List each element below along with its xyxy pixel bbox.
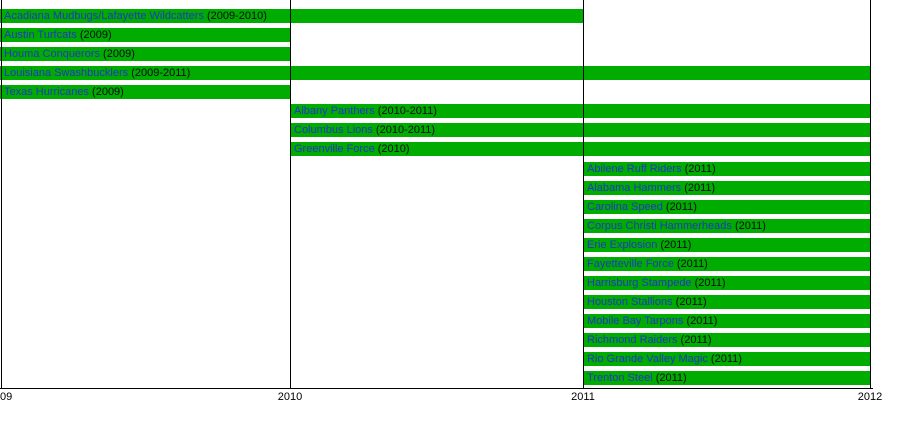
team-name-link[interactable]: Alabama Hammers: [587, 182, 682, 194]
team-name-link[interactable]: Corpus Christi Hammerheads: [587, 220, 732, 232]
team-bar: Rio Grande Valley Magic (2011): [583, 352, 871, 366]
team-name-link[interactable]: Albany Panthers: [294, 105, 375, 117]
team-bar: Trenton Steel (2011): [583, 371, 871, 385]
team-years-label: (2011): [707, 353, 742, 365]
team-bar-label: Rio Grande Valley Magic (2011): [583, 352, 871, 366]
team-bar: Houma Conquerors (2009): [0, 47, 290, 61]
team-bar-label: Acadiana Mudbugs/Lafayette Wildcatters (…: [0, 9, 583, 23]
team-bar: Abilene Ruff Riders (2011): [583, 162, 871, 176]
team-bar-label: Harrisburg Stampede (2011): [583, 276, 871, 290]
year-gridline-2010: [290, 0, 291, 388]
team-years-label: (2010): [374, 143, 410, 155]
team-bar: Texas Hurricanes (2009): [0, 85, 290, 99]
axis-tick-label-2011: 2011: [571, 391, 595, 403]
team-years-label: (2009-2011): [128, 67, 191, 79]
team-bar-label: Columbus Lions (2010-2011): [290, 123, 871, 137]
team-years-label: (2009): [76, 29, 112, 41]
team-name-link[interactable]: Mobile Bay Tarpons: [587, 315, 684, 327]
team-name-link[interactable]: Fayetteville Force: [587, 258, 674, 270]
team-bar-label: Louisiana Swashbucklers (2009-2011): [0, 66, 871, 80]
team-bar: Austin Turfcats (2009): [0, 28, 290, 42]
team-bar-label: Abilene Ruff Riders (2011): [583, 162, 871, 176]
team-bar: Alabama Hammers (2011): [583, 181, 871, 195]
team-bar-label: Corpus Christi Hammerheads (2011): [583, 219, 871, 233]
team-years-label: (2011): [657, 239, 692, 251]
team-name-link[interactable]: Houston Stallions: [587, 296, 673, 308]
axis-tick-label-2009: 09: [0, 391, 13, 403]
team-bar-label: Erie Explosion (2011): [583, 238, 871, 252]
team-years-label: (2011): [652, 372, 687, 384]
team-years-label: (2009): [100, 48, 135, 60]
team-name-link[interactable]: Trenton Steel: [587, 372, 653, 384]
team-name-link[interactable]: Texas Hurricanes: [4, 86, 89, 98]
team-bar-label: Greenville Force (2010): [290, 142, 871, 156]
team-name-link[interactable]: Erie Explosion: [587, 239, 658, 251]
team-bar-label: Trenton Steel (2011): [583, 371, 871, 385]
team-name-link[interactable]: Greenville Force: [294, 143, 375, 155]
team-years-label: (2011): [691, 277, 726, 289]
team-bar-label: Richmond Raiders (2011): [583, 333, 871, 347]
team-name-link[interactable]: Acadiana Mudbugs/Lafayette Wildcatters: [4, 10, 204, 22]
team-bar-label: Houston Stallions (2011): [583, 295, 871, 309]
team-name-link[interactable]: Rio Grande Valley Magic: [587, 353, 708, 365]
team-bar: Corpus Christi Hammerheads (2011): [583, 219, 871, 233]
year-gridline-2011: [583, 0, 584, 388]
team-name-link[interactable]: Abilene Ruff Riders: [587, 163, 682, 175]
team-bar: Richmond Raiders (2011): [583, 333, 871, 347]
year-gridline-2009: [1, 0, 2, 388]
team-name-link[interactable]: Austin Turfcats: [4, 29, 77, 41]
team-bar: Carolina Speed (2011): [583, 200, 871, 214]
team-years-label: (2010-2011): [372, 124, 436, 136]
x-axis-line: [0, 388, 873, 389]
team-years-label: (2011): [673, 258, 708, 270]
team-bar-label: Albany Panthers (2010-2011): [290, 104, 871, 118]
team-name-link[interactable]: Carolina Speed: [587, 201, 663, 213]
team-name-link[interactable]: Columbus Lions: [294, 124, 373, 136]
team-bar-label: Alabama Hammers (2011): [583, 181, 871, 195]
team-name-link[interactable]: Louisiana Swashbucklers: [4, 67, 129, 79]
team-years-label: (2011): [731, 220, 766, 232]
team-bar-label: Fayetteville Force (2011): [583, 257, 871, 271]
team-years-label: (2011): [672, 296, 707, 308]
team-bar: Mobile Bay Tarpons (2011): [583, 314, 871, 328]
team-bar: Columbus Lions (2010-2011): [290, 123, 871, 137]
team-years-label: (2011): [662, 201, 697, 213]
axis-tick-label-2012: 2012: [857, 391, 883, 403]
team-years-label: (2011): [681, 163, 716, 175]
team-name-link[interactable]: Harrisburg Stampede: [587, 277, 692, 289]
team-bar-label: Austin Turfcats (2009): [0, 28, 290, 42]
team-bar-label: Mobile Bay Tarpons (2011): [583, 314, 871, 328]
team-years-label: (2009): [88, 86, 124, 98]
axis-tick-label-2010: 2010: [277, 391, 303, 403]
team-bar: Erie Explosion (2011): [583, 238, 871, 252]
team-name-link[interactable]: Richmond Raiders: [587, 334, 678, 346]
team-bar: Fayetteville Force (2011): [583, 257, 871, 271]
team-bar: Harrisburg Stampede (2011): [583, 276, 871, 290]
team-years-label: (2010-2011): [374, 105, 437, 117]
team-years-label: (2011): [683, 315, 718, 327]
team-bar: Houston Stallions (2011): [583, 295, 871, 309]
team-years-label: (2011): [677, 334, 712, 346]
team-bar-label: Carolina Speed (2011): [583, 200, 871, 214]
team-bar-label: Houma Conquerors (2009): [0, 47, 290, 61]
year-gridline-2012: [870, 0, 871, 388]
team-bar: Greenville Force (2010): [290, 142, 871, 156]
team-name-link[interactable]: Houma Conquerors: [4, 48, 100, 60]
team-years-label: (2011): [681, 182, 716, 194]
team-years-label: (2009-2010): [203, 10, 267, 22]
team-bar: Acadiana Mudbugs/Lafayette Wildcatters (…: [0, 9, 583, 23]
team-bar: Albany Panthers (2010-2011): [290, 104, 871, 118]
team-bar-label: Texas Hurricanes (2009): [0, 85, 290, 99]
team-bar: Louisiana Swashbucklers (2009-2011): [0, 66, 871, 80]
